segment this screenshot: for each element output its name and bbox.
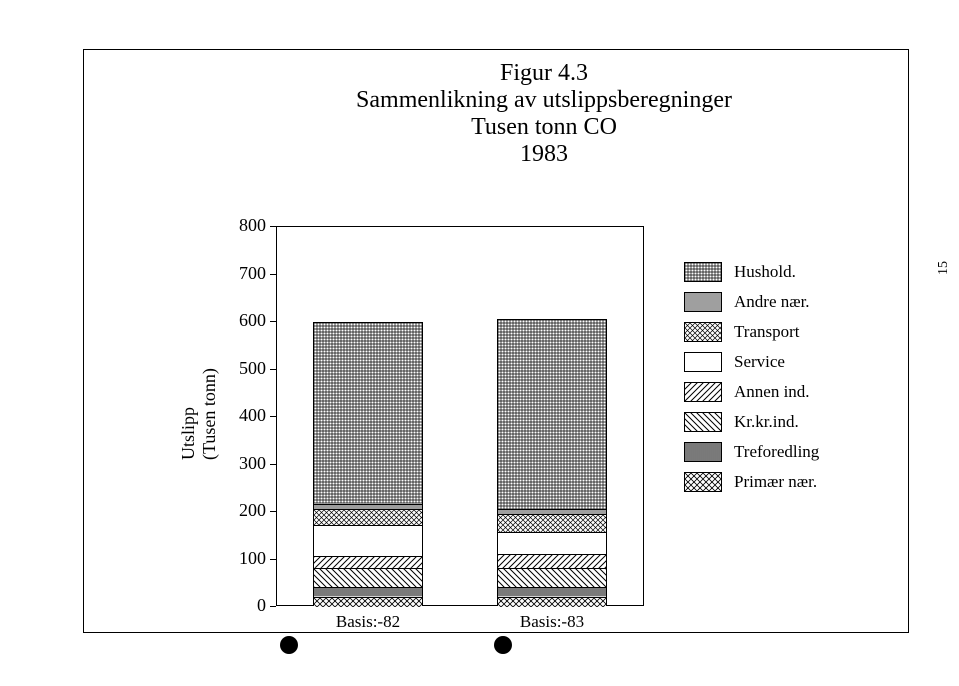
- ytick-label: 0: [206, 595, 266, 616]
- bar-segment: [314, 504, 422, 509]
- y-axis-label-line1: Utslipp: [178, 407, 198, 460]
- title-line-1: Figur 4.3: [264, 60, 824, 87]
- legend-swatch: [684, 412, 722, 432]
- x-category-label: Basis:-83: [482, 612, 622, 632]
- legend-swatch: [684, 292, 722, 312]
- bar-segment: [498, 320, 606, 509]
- dot-marker: [494, 636, 512, 654]
- title-line-4: 1983: [264, 141, 824, 168]
- legend-label: Primær nær.: [734, 472, 817, 492]
- ytick-mark: [270, 369, 276, 370]
- page-number: 15: [936, 261, 952, 275]
- bar-segment: [498, 509, 606, 515]
- ytick-mark: [270, 559, 276, 560]
- title-line-3: Tusen tonn CO: [264, 114, 824, 141]
- bar: [313, 322, 423, 606]
- legend-item: Service: [684, 350, 884, 374]
- legend-label: Hushold.: [734, 262, 796, 282]
- ytick-mark: [270, 416, 276, 417]
- bar: [497, 319, 607, 606]
- bar-segment: [314, 509, 422, 526]
- bar-segment: [314, 587, 422, 597]
- bar-segment: [314, 568, 422, 587]
- ytick-label: 500: [206, 358, 266, 379]
- legend-item: Annen ind.: [684, 380, 884, 404]
- ytick-label: 800: [206, 215, 266, 236]
- ytick-mark: [270, 511, 276, 512]
- bar-segment: [498, 568, 606, 587]
- ytick-mark: [270, 606, 276, 607]
- legend-label: Kr.kr.ind.: [734, 412, 799, 432]
- dot-marker: [280, 636, 298, 654]
- legend: Hushold. Andre nær. Transport Service Annen …: [684, 260, 884, 500]
- chart-frame: Figur 4.3 Sammenlikning av utslippsbereg…: [83, 49, 909, 633]
- legend-label: Service: [734, 352, 785, 372]
- legend-swatch: [684, 472, 722, 492]
- legend-swatch: [684, 322, 722, 342]
- bar-segment: [498, 532, 606, 553]
- bar-segment: [314, 525, 422, 556]
- ytick-label: 400: [206, 405, 266, 426]
- ytick-mark: [270, 464, 276, 465]
- legend-label: Andre nær.: [734, 292, 810, 312]
- legend-swatch: [684, 382, 722, 402]
- legend-label: Treforedling: [734, 442, 819, 462]
- bar-segment: [498, 554, 606, 568]
- bar-segment: [498, 514, 606, 532]
- bar-segment: [498, 597, 606, 607]
- legend-swatch: [684, 442, 722, 462]
- ytick-mark: [270, 274, 276, 275]
- legend-swatch: [684, 262, 722, 282]
- legend-item: Treforedling: [684, 440, 884, 464]
- ytick-label: 200: [206, 500, 266, 521]
- legend-item: Primær nær.: [684, 470, 884, 494]
- bar-segment: [314, 323, 422, 504]
- title-line-2: Sammenlikning av utslippsberegninger: [264, 87, 824, 114]
- x-category-label: Basis:-82: [298, 612, 438, 632]
- bar-segment: [498, 587, 606, 597]
- bar-segment: [314, 556, 422, 568]
- ytick-label: 100: [206, 548, 266, 569]
- ytick-mark: [270, 321, 276, 322]
- legend-item: Hushold.: [684, 260, 884, 284]
- ytick-label: 600: [206, 310, 266, 331]
- legend-item: Kr.kr.ind.: [684, 410, 884, 434]
- ytick-label: 700: [206, 263, 266, 284]
- bar-segment: [314, 597, 422, 607]
- legend-item: Transport: [684, 320, 884, 344]
- chart-title: Figur 4.3 Sammenlikning av utslippsbereg…: [264, 60, 824, 168]
- legend-item: Andre nær.: [684, 290, 884, 314]
- legend-label: Transport: [734, 322, 800, 342]
- legend-swatch: [684, 352, 722, 372]
- ytick-mark: [270, 226, 276, 227]
- ytick-label: 300: [206, 453, 266, 474]
- legend-label: Annen ind.: [734, 382, 810, 402]
